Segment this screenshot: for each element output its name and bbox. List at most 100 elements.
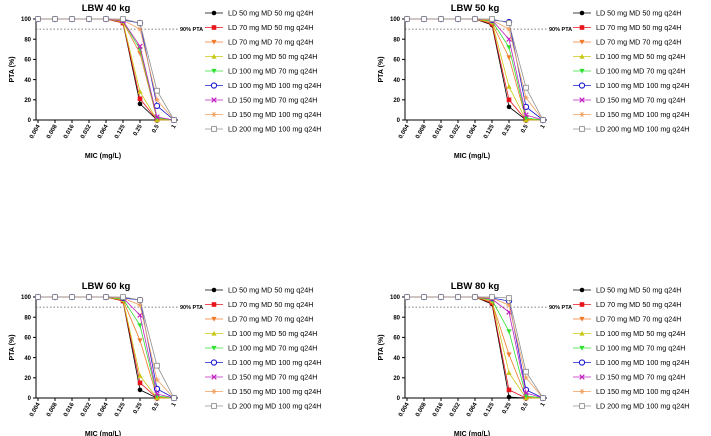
x-tick-label: 0.008: [46, 123, 59, 140]
series-7: [404, 294, 546, 401]
x-tick-label: 1: [171, 123, 178, 129]
data-point: [69, 16, 75, 22]
legend-item: LD 100 mg MD 100 mg q24H: [205, 358, 321, 367]
legend-item: LD 150 mg MD 70 mg q24H: [205, 96, 318, 105]
legend-label: LD 70 mg MD 50 mg q24H: [228, 300, 314, 309]
y-tick-label: 80: [393, 37, 400, 43]
legend: LD 50 mg MD 50 mg q24H LD 70 mg MD 50 mg …: [205, 9, 321, 134]
data-point: [506, 295, 512, 301]
legend-label: LD 200 mg MD 100 mg q24H: [228, 402, 321, 411]
legend-item: LD 70 mg MD 50 mg q24H: [573, 300, 682, 309]
data-point: [421, 294, 427, 300]
legend-label: LD 100 mg MD 50 mg q24H: [228, 329, 318, 338]
legend-marker: [210, 359, 218, 366]
legend-item: LD 70 mg MD 70 mg q24H: [573, 315, 682, 324]
series-4: [35, 294, 177, 401]
legend-item: LD 100 mg MD 70 mg q24H: [573, 67, 686, 76]
legend-label: LD 150 mg MD 70 mg q24H: [228, 96, 318, 105]
series-6: [34, 15, 178, 124]
legend-label: LD 150 mg MD 70 mg q24H: [228, 373, 318, 382]
legend-marker: [579, 68, 585, 74]
legend-item: LD 50 mg MD 50 mg q24H: [573, 286, 682, 295]
series-6: [34, 293, 178, 402]
x-tick-label: 1: [540, 401, 547, 407]
y-tick-label: 80: [24, 315, 31, 321]
data-point: [489, 16, 495, 22]
x-tick-label: 0.25: [502, 401, 513, 415]
legend-item: LD 150 mg MD 70 mg q24H: [573, 96, 686, 105]
legend-item: LD 100 mg MD 50 mg q24H: [573, 329, 686, 338]
data-point: [137, 43, 143, 49]
x-tick-label: 0.125: [483, 123, 496, 140]
data-point: [154, 114, 160, 120]
y-tick-label: 0: [397, 396, 401, 402]
data-point: [137, 101, 143, 107]
legend-label: LD 100 mg MD 70 mg q24H: [596, 67, 686, 76]
legend-marker: [211, 287, 217, 293]
legend-label: LD 150 mg MD 100 mg q24H: [228, 110, 321, 119]
legend-marker: [579, 389, 585, 394]
data-point: [489, 294, 495, 300]
x-tick-label: 0.125: [114, 123, 127, 140]
legend-label: LD 150 mg MD 70 mg q24H: [596, 373, 686, 382]
series-9: [35, 294, 177, 401]
legend-marker: [579, 345, 585, 351]
x-tick-label: 0.016: [432, 401, 445, 418]
legend-item: LD 150 mg MD 100 mg q24H: [205, 387, 321, 396]
legend-item: LD 150 mg MD 100 mg q24H: [573, 387, 689, 396]
series-line: [38, 296, 175, 399]
y-tick-label: 100: [390, 17, 401, 23]
legend-item: LD 100 mg MD 100 mg q24H: [573, 358, 689, 367]
reference-label: 90% PTA: [180, 305, 203, 311]
data-point: [137, 373, 143, 378]
x-tick-label: 0.25: [502, 123, 513, 137]
y-axis-label: PTA (%): [378, 56, 385, 82]
legend-label: LD 70 mg MD 50 mg q24H: [228, 23, 314, 32]
legend-marker: [211, 112, 217, 117]
legend-item: LD 100 mg MD 70 mg q24H: [205, 344, 318, 353]
y-tick-label: 20: [24, 98, 31, 104]
legend-label: LD 50 mg MD 50 mg q24H: [596, 286, 682, 295]
y-tick-label: 60: [24, 336, 31, 342]
data-point: [404, 16, 410, 22]
data-point: [86, 294, 92, 300]
y-tick-label: 40: [393, 78, 400, 84]
legend-marker: [211, 126, 217, 132]
legend-marker: [579, 39, 585, 45]
series-7: [404, 16, 546, 123]
legend-marker: [211, 25, 217, 30]
series-7: [35, 294, 177, 401]
legend-marker: [211, 403, 217, 409]
legend-marker: [579, 10, 585, 16]
x-tick-label: 0.5: [151, 401, 161, 412]
y-tick-label: 80: [24, 37, 31, 43]
legend-marker: [579, 126, 585, 132]
legend-label: LD 150 mg MD 100 mg q24H: [596, 110, 689, 119]
series-line: [407, 18, 544, 121]
x-tick-label: 0.004: [29, 401, 42, 418]
x-tick-label: 0.064: [466, 123, 479, 140]
legend-item: LD 200 mg MD 100 mg q24H: [205, 125, 321, 134]
legend-marker: [579, 53, 585, 59]
legend-label: LD 50 mg MD 50 mg q24H: [228, 9, 314, 18]
legend-label: LD 100 mg MD 50 mg q24H: [596, 52, 686, 61]
legend-item: LD 150 mg MD 70 mg q24H: [573, 373, 686, 382]
legend-item: LD 70 mg MD 50 mg q24H: [205, 23, 314, 32]
data-point: [506, 55, 512, 60]
legend-marker: [579, 97, 585, 103]
data-point: [120, 294, 126, 300]
data-point: [137, 96, 143, 102]
x-tick-label: 0.064: [97, 401, 110, 418]
x-tick-label: 0.125: [483, 401, 496, 418]
data-point: [404, 294, 410, 300]
x-tick-label: 0.008: [415, 123, 428, 140]
x-tick-label: 0.008: [415, 401, 428, 418]
data-point: [472, 16, 478, 22]
chart-title: LBW 60 kg: [82, 281, 131, 292]
legend-marker: [579, 287, 585, 293]
legend-marker: [579, 330, 585, 336]
data-point: [506, 104, 512, 110]
legend-item: LD 150 mg MD 70 mg q24H: [205, 373, 318, 382]
legend-marker: [211, 302, 217, 307]
